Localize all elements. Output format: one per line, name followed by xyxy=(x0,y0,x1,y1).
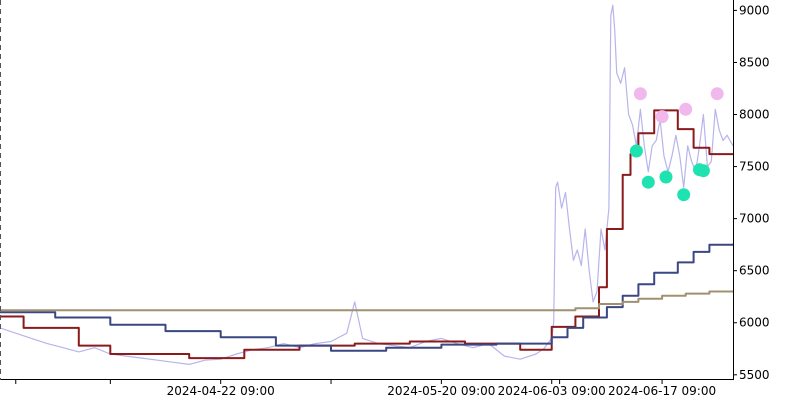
y-tick-label: 9000 xyxy=(739,3,770,17)
series-step-slow xyxy=(0,290,734,312)
marker-low xyxy=(696,164,710,178)
y-axis: 5500 6000 6500 7000 7500 8000 8500 9000 xyxy=(733,3,770,382)
y-tick-label: 6000 xyxy=(739,316,770,330)
x-tick-label: 2024-06-03 09:00 xyxy=(498,384,606,398)
marker-high xyxy=(710,87,724,101)
marker-high xyxy=(679,102,693,116)
y-tick-label: 6500 xyxy=(739,264,770,278)
marker-high xyxy=(655,110,669,124)
y-tick-label: 5500 xyxy=(739,368,770,382)
x-tick-label: 2024-06-17 09:00 xyxy=(608,384,716,398)
marker-low xyxy=(659,170,673,184)
y-tick-label: 7500 xyxy=(739,160,770,174)
y-tick-label: 7000 xyxy=(739,212,770,226)
x-axis: 2024-04-22 09:00 2024-05-20 09:00 2024-06-… xyxy=(15,380,716,398)
series-step-mid xyxy=(0,243,734,352)
marker-low xyxy=(641,175,655,189)
series-step-fast xyxy=(0,109,733,360)
y-tick-label: 8500 xyxy=(739,55,770,69)
y-tick-label: 8000 xyxy=(739,108,770,122)
x-tick-label: 2024-05-20 09:00 xyxy=(387,384,495,398)
marker-low xyxy=(677,188,691,202)
marker-high xyxy=(633,87,647,101)
marker-low xyxy=(629,144,643,158)
plot-area[interactable] xyxy=(0,4,734,365)
x-tick-label: 2024-04-22 09:00 xyxy=(167,384,275,398)
